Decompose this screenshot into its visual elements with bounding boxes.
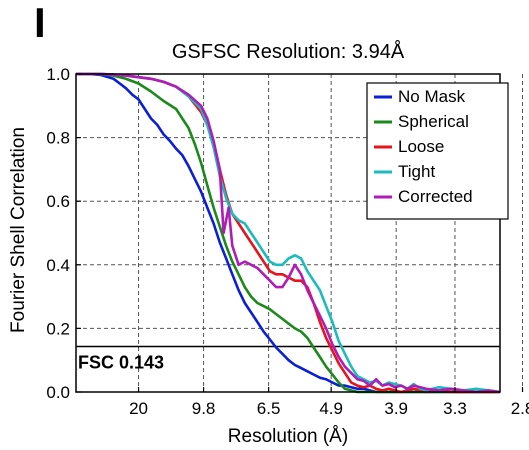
x-tick-label: 3.9: [384, 399, 408, 418]
chart-title: GSFSC Resolution: 3.94Å: [172, 40, 405, 63]
legend-label: Spherical: [398, 112, 469, 131]
x-axis-title: Resolution (Å): [228, 426, 348, 447]
plot-frame: [75, 73, 501, 393]
y-tick-label: 0.2: [46, 319, 70, 338]
threshold-label: FSC 0.143: [78, 353, 164, 373]
y-tick-label: 0.0: [46, 383, 70, 402]
legend: No Mask Spherical Loose Tight Corrected: [366, 82, 509, 220]
threshold: FSC 0.143: [76, 345, 500, 373]
y-axis-title: Fourier Shell Correlation: [8, 127, 29, 333]
x-tick-label: 6.5: [257, 399, 281, 418]
panel-letter: I: [34, 0, 46, 46]
legend-label: Loose: [398, 137, 444, 156]
x-tick-label: 20: [129, 399, 148, 418]
y-ticks: 0.0 0.2 0.4 0.6 0.8 1.0: [46, 65, 81, 402]
x-tick-label: 2.8: [511, 399, 529, 418]
legend-label: No Mask: [398, 87, 466, 106]
y-tick-label: 1.0: [46, 65, 70, 84]
x-tick-label: 4.9: [319, 399, 343, 418]
y-tick-label: 0.4: [46, 256, 70, 275]
y-tick-label: 0.6: [46, 192, 70, 211]
y-tick-label: 0.8: [46, 129, 70, 148]
legend-label: Tight: [398, 162, 435, 181]
x-ticks: 20 9.8 6.5 4.9 3.9 3.3 2.8: [129, 387, 529, 418]
legend-label: Corrected: [398, 187, 473, 206]
series-line-corrected: [76, 72, 501, 394]
x-tick-label: 9.8: [192, 399, 216, 418]
x-tick-label: 3.3: [443, 399, 467, 418]
